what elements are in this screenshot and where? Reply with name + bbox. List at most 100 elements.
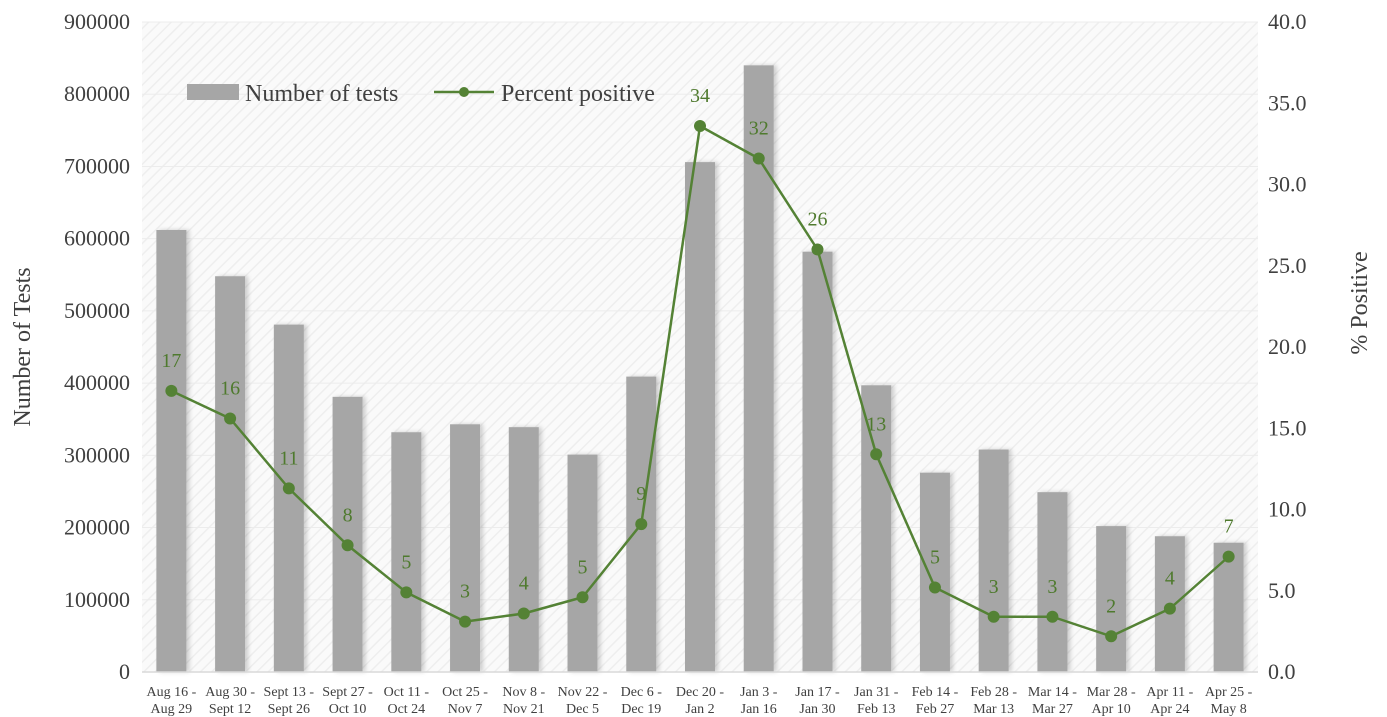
marker-percent-positive [224, 412, 237, 425]
bar-tests [919, 472, 950, 672]
x-tick-label: Dec 20 -Jan 2 [676, 685, 725, 717]
marker-percent-positive [928, 581, 941, 594]
marker-percent-positive [282, 482, 295, 495]
data-label-percent: 32 [749, 118, 769, 140]
data-label-percent: 3 [989, 576, 999, 598]
data-label-percent: 3 [460, 581, 470, 603]
data-label-percent: 17 [161, 350, 181, 372]
marker-percent-positive [165, 384, 178, 397]
x-tick-label: Nov 8 -Nov 21 [502, 685, 545, 717]
marker-percent-positive [694, 120, 706, 132]
bar-tests [450, 424, 481, 672]
bar-tests [567, 454, 598, 672]
legend-swatch-marker [459, 87, 469, 97]
bar-tests [156, 230, 187, 672]
marker-percent-positive [341, 539, 354, 552]
marker-percent-positive [1163, 602, 1176, 615]
legend-swatch-tests [187, 84, 239, 100]
marker-percent-positive [400, 586, 413, 599]
axes: 0 100000 200000 300000 400000 500000 600000 700… [64, 9, 1307, 717]
marker-percent-positive [811, 243, 824, 256]
bar-tests [391, 432, 422, 672]
x-tick-label: Aug 30 -Sept 12 [205, 685, 255, 717]
x-tick-label: Apr 25 -May 8 [1205, 685, 1253, 717]
data-label-percent: 4 [519, 573, 529, 595]
bar-series [156, 65, 1244, 673]
data-label-percent: 5 [930, 547, 940, 569]
data-label-percent: 34 [690, 85, 710, 107]
y-left-tick-label: 100000 [64, 587, 130, 612]
bar-tests [508, 427, 539, 672]
marker-percent-positive [987, 610, 1000, 623]
x-tick-label: Sept 27 -Oct 10 [322, 685, 373, 717]
y-left-tick-label: 200000 [64, 515, 130, 540]
x-tick-label: Sept 13 -Sept 26 [264, 685, 315, 717]
y-left-tick-label: 500000 [64, 298, 130, 323]
bar-tests [1096, 526, 1127, 672]
y-left-tick-label: 0 [119, 659, 130, 684]
y-left-tick-label: 900000 [64, 9, 130, 34]
y-right-tick-label: 25.0 [1268, 253, 1307, 278]
y-right-tick-label: 0.0 [1268, 659, 1296, 684]
data-label-percent: 26 [807, 209, 827, 231]
x-tick-label: Apr 11 -Apr 24 [1146, 685, 1193, 717]
marker-percent-positive [459, 615, 472, 628]
data-label-percent: 5 [578, 556, 588, 578]
y-left-tick-label: 700000 [64, 153, 130, 178]
bar-tests [215, 276, 246, 672]
y-right-tick-label: 5.0 [1268, 578, 1296, 603]
data-label-percent: 13 [866, 413, 886, 435]
y-left-tick-label: 300000 [64, 442, 130, 467]
marker-percent-positive [1222, 550, 1235, 563]
marker-percent-positive [870, 448, 883, 461]
data-label-percent: 5 [401, 551, 411, 573]
data-label-percent: 8 [343, 504, 353, 526]
x-tick-label: Mar 28 -Apr 10 [1087, 685, 1136, 717]
marker-percent-positive [1046, 610, 1059, 623]
data-label-percent: 2 [1106, 595, 1116, 617]
bar-tests [978, 449, 1009, 672]
legend-label-percent: Percent positive [501, 81, 655, 107]
bar-tests [743, 65, 774, 673]
legend: Number of tests Percent positive [187, 81, 655, 107]
x-tick-label: Mar 14 -Mar 27 [1028, 685, 1077, 717]
data-label-percent: 4 [1165, 568, 1175, 590]
bar-tests [1037, 492, 1068, 672]
x-tick-label: Oct 11 -Oct 24 [384, 685, 430, 717]
data-label-percent: 7 [1224, 516, 1234, 538]
y-right-tick-label: 40.0 [1268, 9, 1307, 34]
y-left-tick-label: 400000 [64, 370, 130, 395]
x-tick-label: Aug 16 -Aug 29 [146, 685, 196, 717]
x-tick-label: Nov 22 -Dec 5 [558, 685, 608, 717]
marker-percent-positive [752, 152, 765, 165]
bar-tests [861, 385, 892, 672]
x-tick-label: Jan 31 -Feb 13 [854, 685, 899, 717]
marker-percent-positive [635, 518, 648, 531]
data-label-percent: 3 [1047, 576, 1057, 598]
y-right-tick-label: 35.0 [1268, 90, 1307, 115]
data-label-percent: 16 [220, 378, 240, 400]
y-right-tick-label: 30.0 [1268, 172, 1307, 197]
data-label-percent: 11 [279, 447, 298, 469]
marker-percent-positive [517, 607, 530, 620]
y-left-tick-label: 800000 [64, 81, 130, 106]
bar-tests [685, 162, 715, 672]
x-tick-label: Oct 25 -Nov 7 [442, 685, 488, 717]
y-left-axis-title: Number of Tests [10, 267, 36, 426]
marker-percent-positive [1105, 630, 1118, 643]
y-right-tick-label: 10.0 [1268, 497, 1307, 522]
y-right-axis-title: % Positive [1347, 251, 1373, 354]
y-left-tick-label: 600000 [64, 226, 130, 251]
x-tick-label: Dec 6 -Dec 19 [621, 685, 663, 717]
x-tick-label: Jan 3 -Jan 16 [740, 685, 778, 717]
x-tick-label: Jan 17 -Jan 30 [795, 685, 840, 717]
legend-label-tests: Number of tests [245, 81, 398, 107]
y-right-tick-label: 20.0 [1268, 334, 1307, 359]
x-tick-label: Feb 14 -Feb 27 [912, 685, 959, 717]
y-right-tick-label: 15.0 [1268, 415, 1307, 440]
marker-percent-positive [576, 591, 589, 604]
x-tick-label: Feb 28 -Mar 13 [970, 685, 1017, 717]
data-label-percent: 9 [636, 483, 646, 505]
